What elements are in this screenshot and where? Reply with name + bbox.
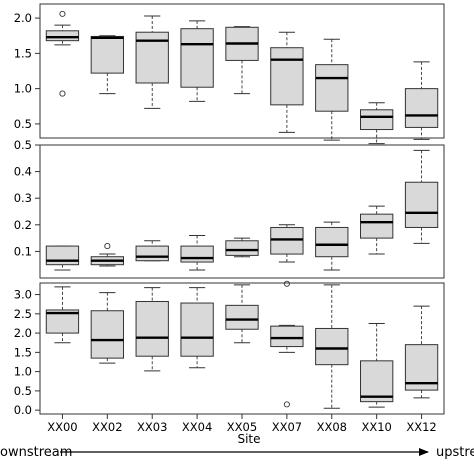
panel-2: 0.1 0.2 0.3 0.4 0.5: [14, 138, 445, 279]
box-xx12: [404, 305, 439, 399]
iqr-box: [90, 310, 124, 359]
iqr-box: [360, 213, 394, 239]
y-tick-label: 2.0: [14, 11, 32, 25]
x-tick-label-xx05: XX05: [227, 420, 257, 434]
box-xx08: [315, 221, 349, 271]
box-xx03: [135, 240, 169, 262]
upstream-label: upstre: [436, 445, 474, 460]
iqr-box: [315, 327, 349, 366]
box-xx07: [270, 280, 304, 408]
box-xx10: [360, 205, 394, 255]
box-xx00: [45, 286, 80, 344]
box-xx08: [315, 38, 349, 141]
box-xx10: [360, 322, 394, 408]
box-xx07: [270, 31, 304, 133]
box-xx02: [90, 243, 124, 267]
iqr-box: [404, 88, 439, 128]
box-xx12: [404, 149, 439, 244]
box-xx05: [225, 26, 259, 95]
panels-group: 0.5 1.0 1.5 2.0 0.1 0.2 0.3 0.4 0.5 0.0 0.5 1.0 1.5 2…: [14, 3, 445, 417]
iqr-box: [404, 181, 439, 228]
x-tick-label-xx02: XX02: [92, 420, 122, 434]
box-xx05: [225, 237, 259, 258]
iqr-box: [270, 226, 304, 255]
box-xx10: [360, 102, 394, 145]
y-tick-label: 0.5: [14, 138, 32, 152]
iqr-box: [270, 47, 304, 106]
y-tick-label: 0.3: [14, 191, 32, 205]
outlier-point: [283, 280, 290, 287]
box-xx12: [404, 61, 439, 140]
iqr-box: [45, 309, 80, 334]
x-tick-label-xx04: XX04: [182, 420, 212, 434]
y-tick-label: 0.1: [14, 244, 32, 258]
outlier-point: [59, 90, 66, 97]
y-tick-label: 0.0: [14, 403, 32, 417]
x-axis-title: Site: [237, 432, 260, 446]
y-tick-label: 1.0: [14, 365, 32, 379]
downstream-label: ownstream: [0, 445, 72, 460]
x-tick-label-xx12: XX12: [406, 420, 436, 434]
y-tick-label: 1.5: [14, 46, 32, 60]
outlier-point: [104, 243, 111, 250]
y-tick-label: 3.0: [14, 288, 32, 302]
panel-frame: [39, 144, 445, 279]
box-xx03: [135, 287, 169, 372]
box-xx02: [90, 292, 124, 364]
iqr-box: [180, 245, 214, 263]
iqr-box: [225, 304, 259, 330]
iqr-box: [360, 109, 394, 131]
iqr-box: [225, 240, 259, 256]
panel-1: 0.5 1.0 1.5 2.0: [14, 3, 445, 145]
iqr-box: [315, 226, 349, 258]
outlier-point: [59, 10, 66, 17]
box-xx00: [45, 245, 80, 271]
panel-frame: [39, 3, 445, 139]
x-tick-label-xx10: XX10: [361, 420, 391, 434]
iqr-box: [135, 300, 169, 357]
box-xx00: [45, 10, 80, 97]
y-tick-label: 0.4: [14, 165, 32, 179]
x-tick-label-xx07: XX07: [272, 420, 302, 434]
box-xx05: [225, 284, 259, 344]
y-tick-label: 1.5: [14, 345, 32, 359]
iqr-box: [180, 302, 214, 357]
x-axis: XX00 XX02 XX03 XX04 XX05 XX07 XX08 XX10 XX12: [47, 414, 437, 434]
box-xx03: [135, 15, 169, 109]
box-xx08: [315, 284, 349, 409]
iqr-box: [270, 325, 304, 348]
y-tick-label: 2.0: [14, 326, 32, 340]
outlier-point: [283, 401, 290, 408]
x-tick-label-xx08: XX08: [317, 420, 347, 434]
iqr-box: [90, 35, 124, 74]
box-xx07: [270, 224, 304, 263]
y-tick-label: 1.0: [14, 82, 32, 96]
iqr-box: [135, 245, 169, 262]
box-xx04: [180, 234, 214, 271]
box-xx04: [180, 287, 214, 369]
panel-3: 0.0 0.5 1.0 1.5 2.0 2.5 3.0: [14, 280, 445, 417]
iqr-box: [45, 30, 80, 42]
y-tick-label: 0.5: [14, 117, 32, 131]
box-xx04: [180, 20, 214, 102]
y-tick-label: 0.5: [14, 384, 32, 398]
y-tick-label: 2.5: [14, 307, 32, 321]
iqr-box: [315, 64, 349, 112]
y-tick-label: 0.2: [14, 218, 32, 232]
iqr-box: [180, 28, 214, 88]
x-tick-label-xx00: XX00: [47, 420, 77, 434]
x-tick-label-xx03: XX03: [137, 420, 167, 434]
box-xx02: [90, 35, 124, 95]
iqr-box: [360, 360, 394, 403]
